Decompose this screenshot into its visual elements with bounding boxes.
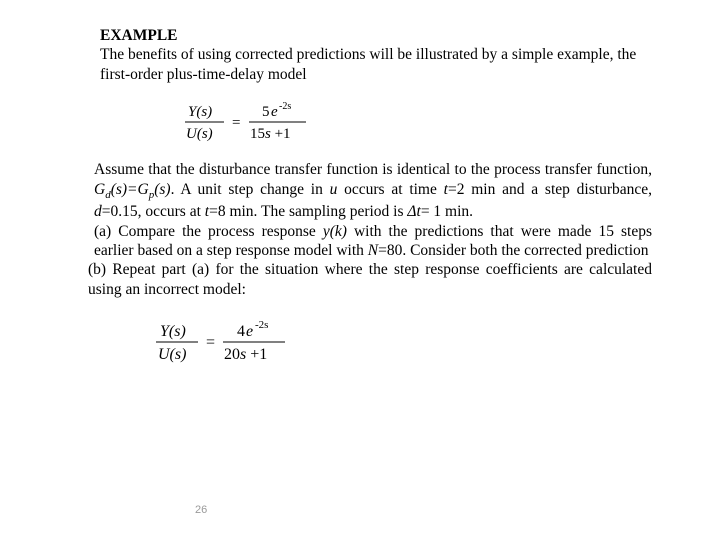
p1-s9: = 1 min.	[421, 203, 473, 220]
p1-s2: (s)=G	[111, 181, 149, 198]
p1-s4: . A unit step change in	[171, 181, 330, 198]
eq2-lhs-num: Y(s)	[160, 323, 186, 340]
slide-content: EXAMPLE The benefits of using corrected …	[0, 0, 720, 367]
eq1-rhs-den: 15s +1	[250, 126, 291, 142]
p1-d2: d	[94, 203, 102, 220]
p1-s5: occurs at time	[337, 181, 443, 198]
p1-s1: Assume that the disturbance transfer fun…	[94, 161, 652, 178]
equation-1: Y(s) U(s) = 5 e -2s 15s +1	[180, 98, 648, 146]
eq1-lhs-den: U(s)	[186, 126, 213, 142]
p1-s3: (s)	[154, 181, 170, 198]
page-number: 26	[195, 504, 207, 516]
p1-dt: Δt	[407, 203, 420, 220]
paragraph-2: (a) Compare the process response y(k) wi…	[94, 222, 652, 261]
eq2-lhs-den: U(s)	[158, 346, 186, 363]
paragraph-1: Assume that the disturbance transfer fun…	[94, 160, 652, 222]
p2-s3: =80. Consider both the corrected predict…	[378, 242, 648, 259]
p1-s7: =0.15, occurs at	[102, 203, 205, 220]
p1-s8: =8 min. The sampling period is	[209, 203, 407, 220]
eq2-rhs-coef: 4	[237, 323, 245, 340]
eq1-rhs-coef: 5	[262, 104, 270, 120]
p2-N: N	[368, 242, 378, 259]
eq2-rhs-den: 20s +1	[224, 346, 267, 363]
intro-paragraph: The benefits of using corrected predicti…	[100, 45, 648, 84]
p1-s6: =2 min and a step disturbance,	[448, 181, 652, 198]
paragraph-3: (b) Repeat part (a) for the situation wh…	[88, 260, 652, 299]
equation-2: Y(s) U(s) = 4 e -2s 20s +1	[150, 317, 648, 367]
eq2-rhs-e: e	[246, 323, 253, 340]
p1-Gd: G	[94, 181, 105, 198]
eq2-rhs-exp: -2s	[255, 319, 268, 331]
example-heading: EXAMPLE	[100, 26, 648, 45]
eq2-equals: =	[206, 334, 215, 351]
eq1-rhs-exp: -2s	[279, 101, 291, 112]
p2-s1: (a) Compare the process response	[94, 223, 323, 240]
eq1-lhs-num: Y(s)	[188, 104, 212, 120]
eq1-equals: =	[232, 115, 240, 131]
eq1-rhs-e: e	[271, 104, 278, 120]
p2-yk: y(k)	[323, 223, 347, 240]
